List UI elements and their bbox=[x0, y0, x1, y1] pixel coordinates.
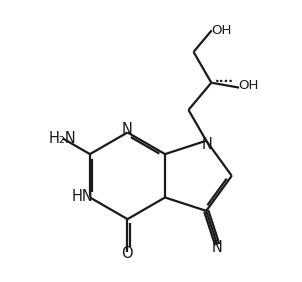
Text: OH: OH bbox=[211, 24, 231, 37]
Text: N: N bbox=[201, 137, 212, 152]
Text: OH: OH bbox=[239, 79, 259, 92]
Text: H₂N: H₂N bbox=[48, 131, 76, 146]
Text: N: N bbox=[122, 122, 133, 137]
Text: ····: ···· bbox=[215, 75, 234, 88]
Text: O: O bbox=[121, 246, 133, 261]
Text: HN: HN bbox=[71, 189, 93, 204]
Text: N: N bbox=[212, 240, 223, 255]
